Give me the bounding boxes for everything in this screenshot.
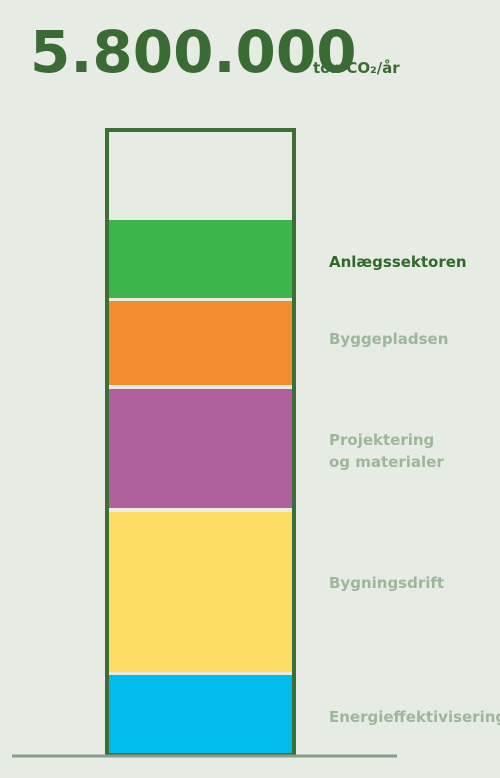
- total: 5.800.000: [30, 18, 357, 86]
- segment-label: Projektering: [329, 431, 434, 449]
- segment-bygningsdrift: [108, 512, 293, 672]
- segment-byggeplads: [108, 301, 293, 385]
- segment-label: Energieffektivisering: [329, 708, 500, 726]
- segment-label: Byggepladsen: [329, 330, 448, 348]
- unit: ton CO₂/år: [313, 59, 400, 77]
- segment-anlaeg: [108, 220, 293, 298]
- segment-label: og materialer: [329, 453, 444, 471]
- segment-projektering: [108, 389, 293, 508]
- segment-label: Anlægssektoren: [329, 253, 467, 271]
- segment-energi: [108, 675, 293, 755]
- segment-label: Bygningsdrift: [329, 574, 444, 592]
